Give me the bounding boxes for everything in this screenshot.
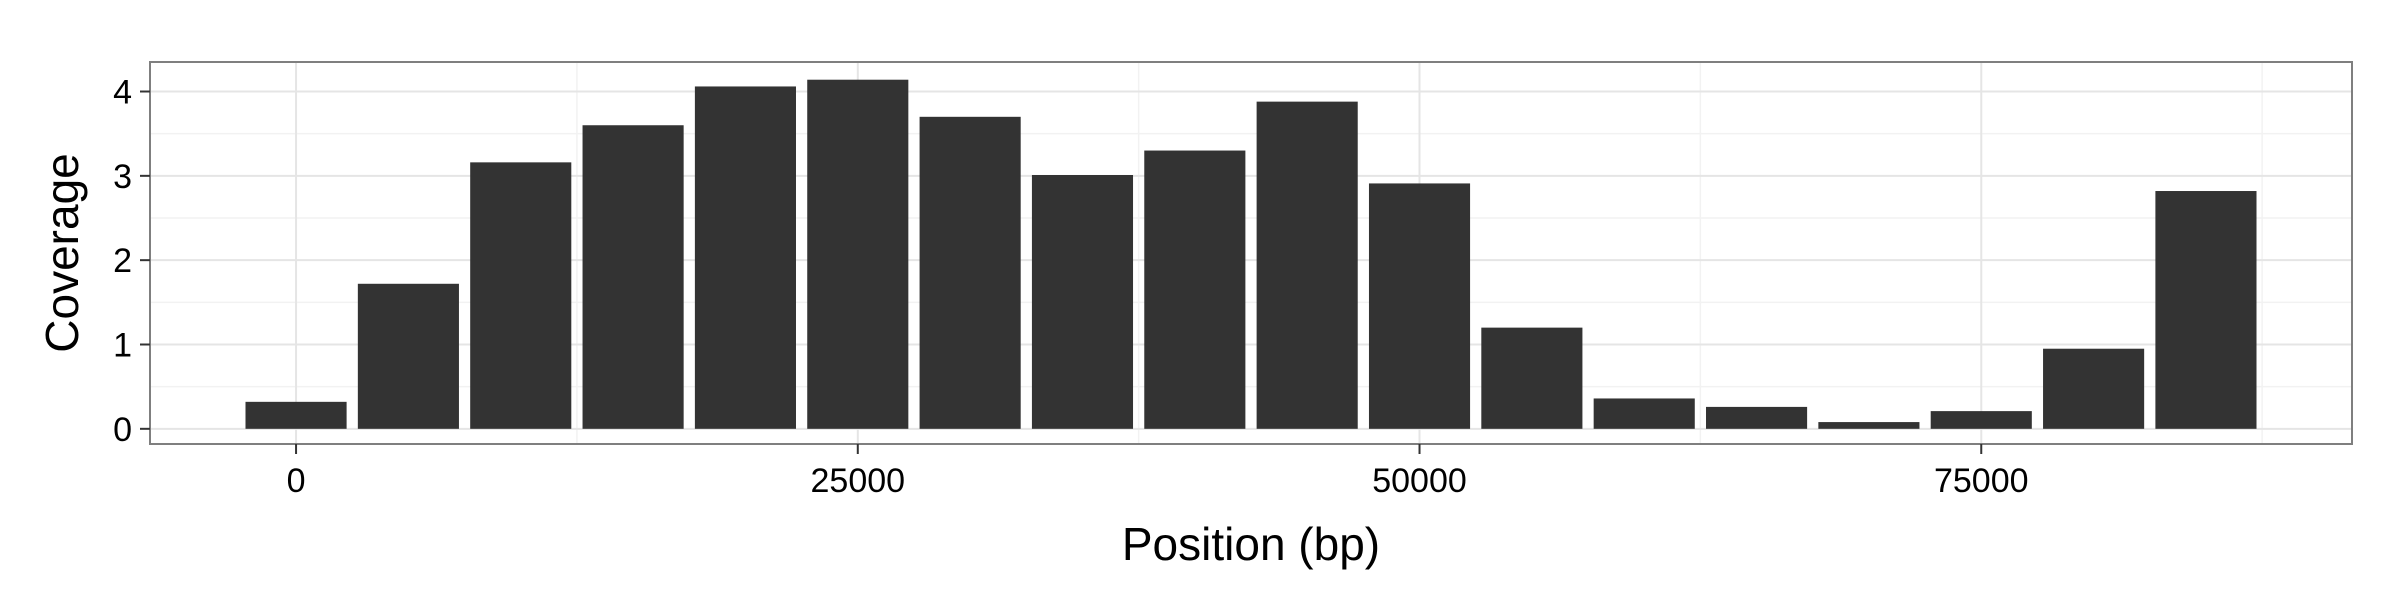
- bar: [470, 162, 572, 429]
- bar: [1256, 101, 1358, 429]
- bar: [1593, 398, 1695, 429]
- y-axis-title: Coverage: [36, 153, 88, 352]
- bar: [1481, 327, 1583, 429]
- x-axis-ticks: 0 25000 50000 75000: [287, 444, 2029, 500]
- bars: [245, 79, 2257, 429]
- bar: [1930, 411, 2032, 429]
- panel-border: [149, 61, 2353, 445]
- bar: [2155, 191, 2257, 429]
- bar: [1031, 174, 1134, 429]
- y-tick-label: 3: [113, 158, 132, 196]
- bar: [694, 86, 796, 429]
- y-tick-label: 4: [113, 74, 132, 112]
- bar: [1818, 422, 1920, 429]
- y-tick-label: 0: [113, 411, 132, 449]
- bar: [807, 79, 909, 429]
- bar: [357, 283, 459, 429]
- bar: [919, 116, 1021, 429]
- x-tick-label: 0: [287, 462, 306, 500]
- bar: [582, 125, 684, 429]
- x-tick-label: 75000: [1934, 462, 2029, 500]
- x-axis-title: Position (bp): [1122, 518, 1380, 570]
- bar: [1368, 183, 1471, 429]
- x-tick-label: 50000: [1372, 462, 1467, 500]
- bar: [245, 401, 347, 429]
- y-tick-label: 1: [113, 326, 132, 364]
- x-tick-label: 25000: [811, 462, 906, 500]
- y-tick-label: 2: [113, 242, 132, 280]
- bar: [1706, 406, 1808, 429]
- y-axis-ticks: 0 1 2 3 4: [113, 74, 150, 449]
- bar: [1144, 150, 1246, 429]
- bar: [2043, 348, 2145, 429]
